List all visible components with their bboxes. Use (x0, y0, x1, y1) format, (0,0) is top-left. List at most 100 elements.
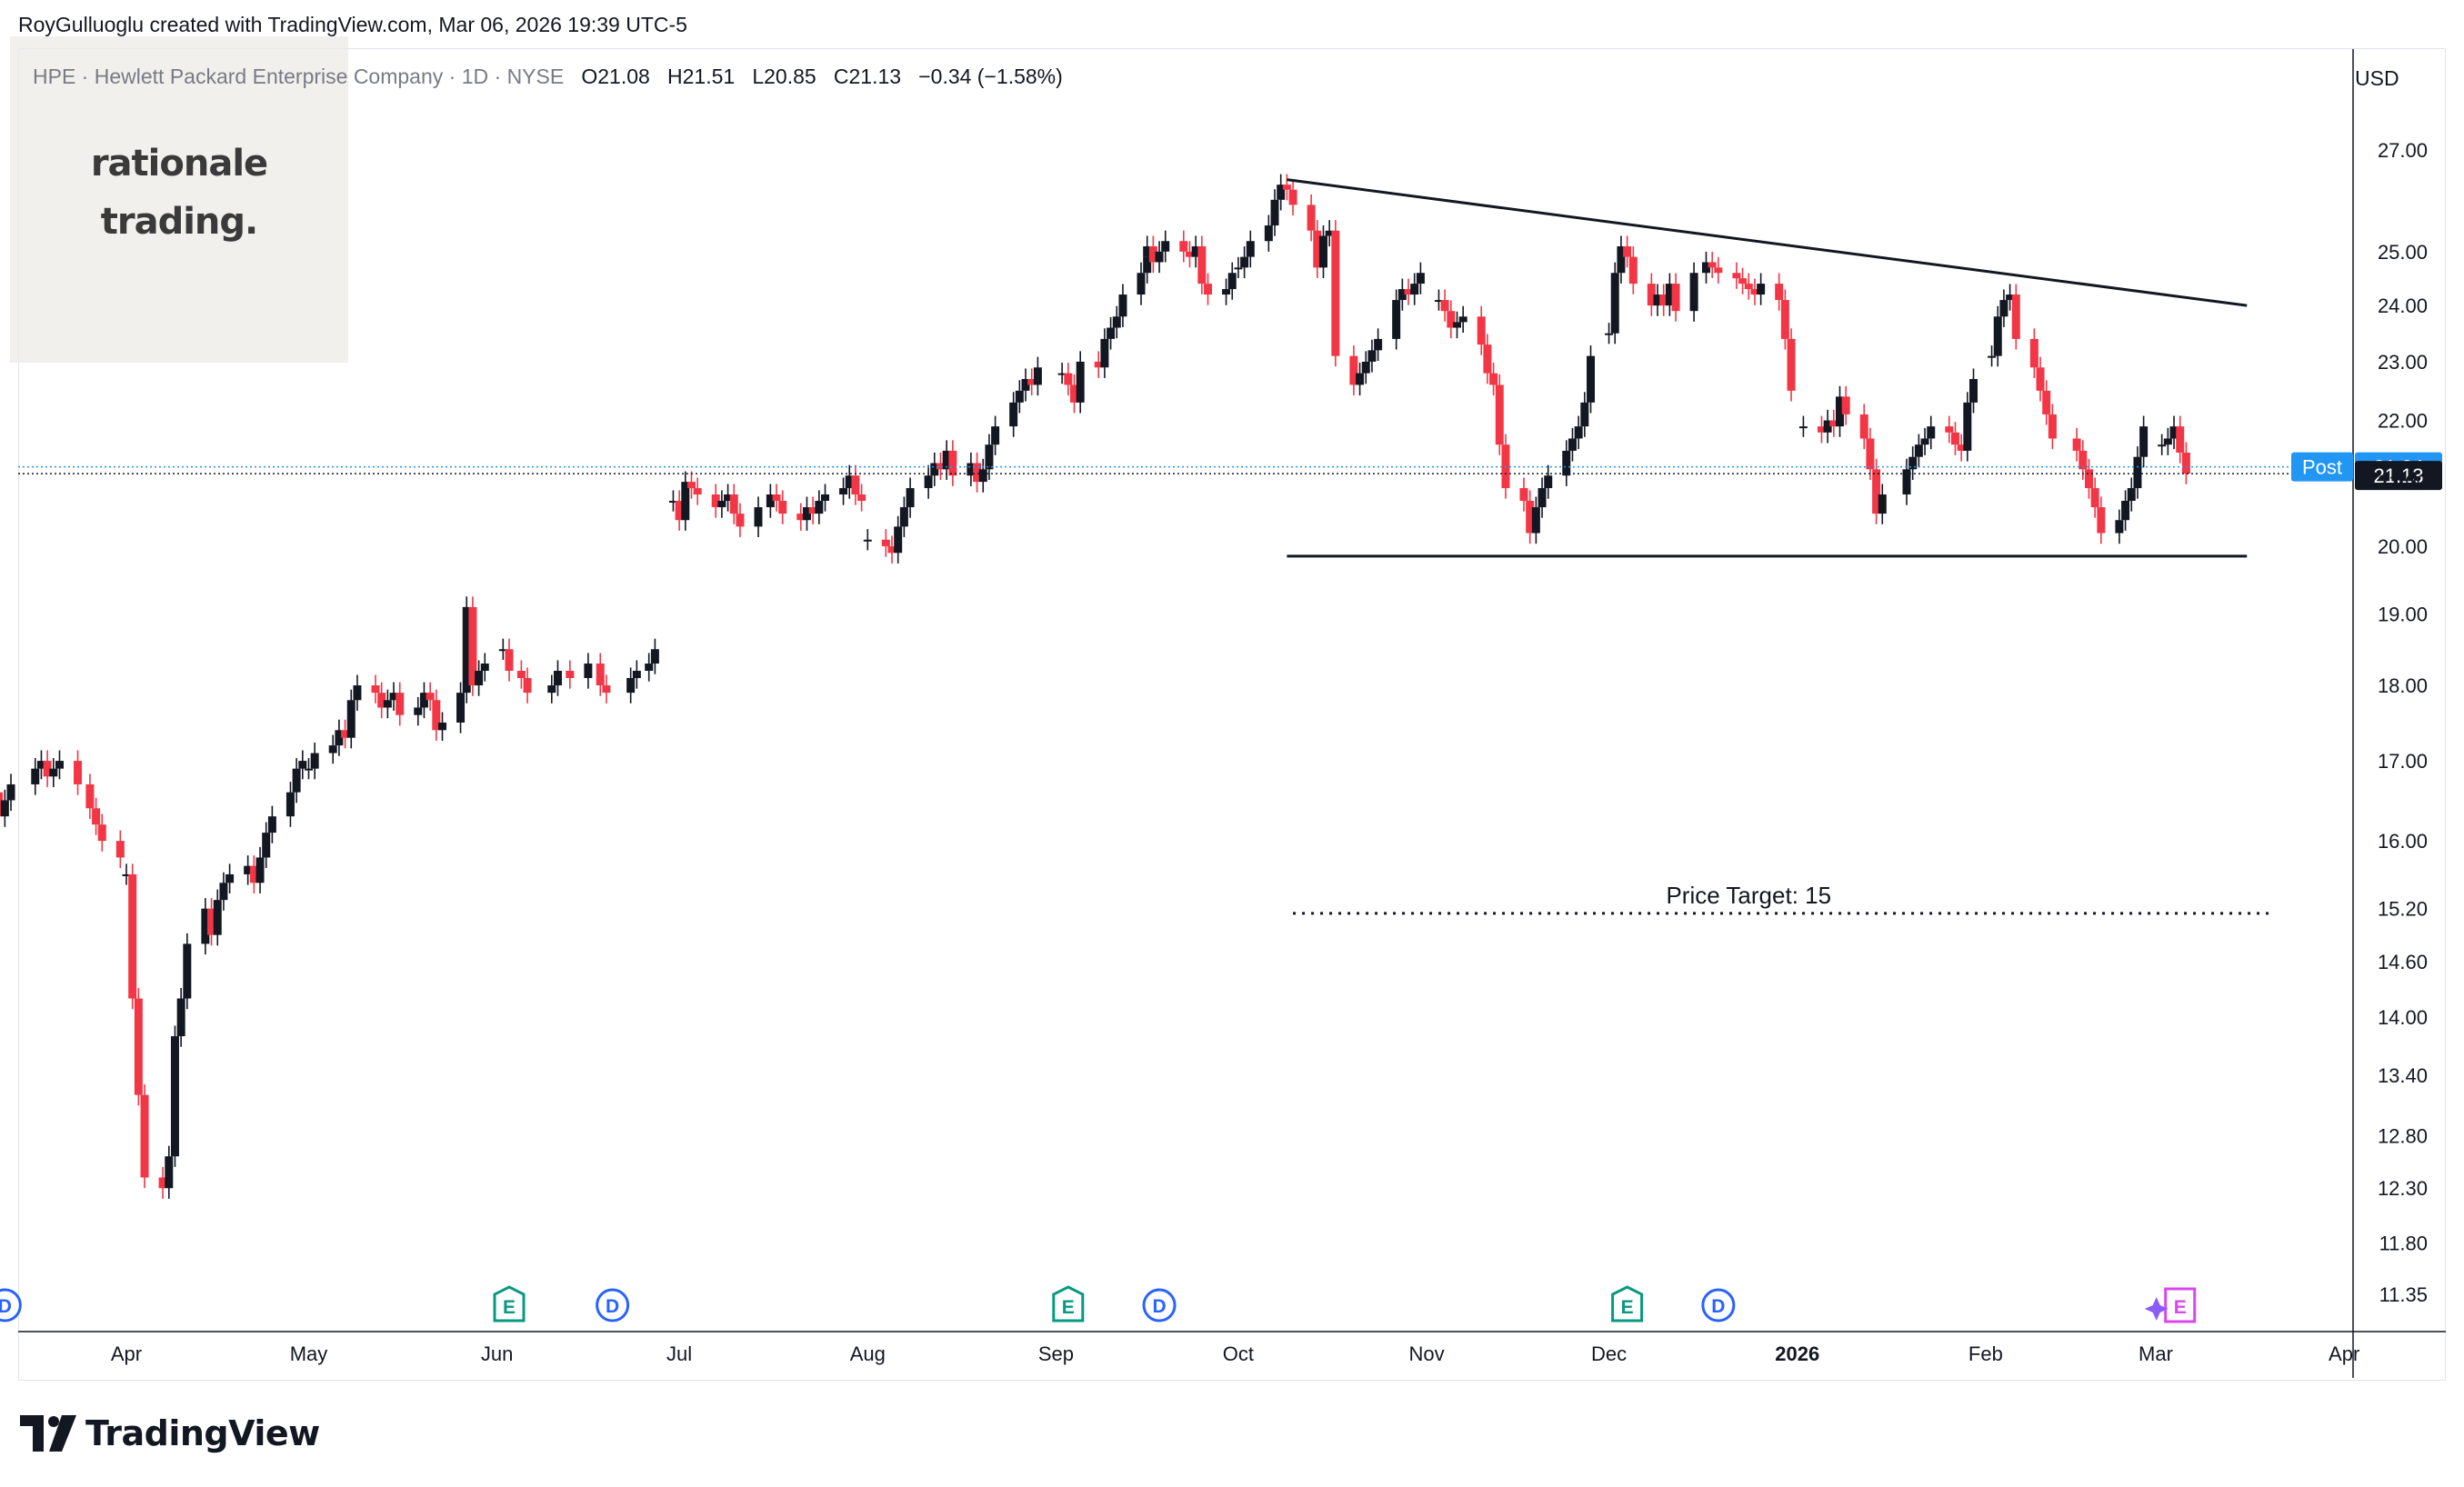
candle-body (778, 501, 787, 514)
candle-body (310, 753, 319, 769)
candle-body (815, 501, 824, 514)
candle-body (1537, 488, 1547, 508)
dividend-circle (1142, 1288, 1177, 1322)
candle-body (711, 494, 720, 508)
candle-body (1277, 185, 1286, 200)
dividend-marker[interactable]: D (596, 1288, 630, 1322)
earnings-marker[interactable]: E (493, 1285, 526, 1322)
earnings-shape (493, 1285, 526, 1322)
candle-body (766, 494, 775, 508)
candle-body (341, 730, 350, 738)
candle-body (55, 761, 64, 769)
dividend-circle (596, 1288, 630, 1322)
candle-body (468, 606, 477, 686)
candle-body (1653, 294, 1662, 306)
watermark-panel (10, 36, 348, 363)
candle-body (1033, 367, 1042, 385)
candle-body (1313, 230, 1322, 268)
candle-body (2072, 438, 2081, 451)
candle-body (432, 700, 441, 731)
candle-body (1325, 230, 1334, 236)
candle-body (335, 730, 344, 746)
candle-body (851, 475, 860, 495)
tradingview-logo[interactable]: TradingView (20, 1412, 320, 1455)
x-tick-label: Mar (2138, 1342, 2173, 1365)
candle-body (2090, 488, 2099, 508)
y-tick-label: 14.60 (2378, 951, 2428, 973)
dividend-marker[interactable]: D (1142, 1288, 1177, 1322)
ohlc-low: L20.85 (752, 65, 816, 88)
candle-body (2036, 367, 2045, 391)
candle-body (602, 685, 611, 694)
dividend-circle (0, 1288, 22, 1322)
candle-body (724, 494, 733, 502)
candle-body (122, 873, 131, 876)
dividend-marker[interactable]: D (0, 1288, 22, 1322)
last-price-value: 21.13 (2373, 464, 2423, 487)
candle-body (626, 677, 636, 694)
x-tick-label: Apr (2329, 1342, 2359, 1365)
earnings-marker[interactable]: E (1611, 1285, 1644, 1322)
candle-body (1780, 300, 1789, 339)
candle-body (1197, 246, 1207, 284)
candle-body (1945, 426, 1954, 433)
x-tick-label: Aug (850, 1342, 886, 1365)
candle-body (2042, 390, 2051, 414)
candle-body (985, 444, 994, 470)
y-tick-label: 12.80 (2378, 1124, 2428, 1147)
candle-body (213, 900, 222, 935)
symbol-interval: 1D (461, 65, 489, 88)
candle-body (219, 883, 228, 901)
candle-body (924, 475, 933, 489)
candle-body (1526, 501, 1535, 534)
candle-body (1914, 444, 1923, 457)
tradingview-mark-icon (20, 1415, 76, 1452)
candle-body (176, 998, 185, 1037)
candle-body (772, 494, 781, 502)
candle-body (1519, 488, 1528, 502)
earnings-marker[interactable]: E (1052, 1285, 1085, 1322)
currency-button[interactable]: USD (2355, 66, 2399, 90)
candle-body (377, 693, 386, 708)
candle-body (92, 808, 101, 825)
candle-body (596, 664, 605, 686)
candle-body (267, 816, 276, 833)
candle-body (2127, 488, 2136, 502)
earnings-marker[interactable]: E (2144, 1287, 2197, 1323)
candle-body (1143, 246, 1152, 257)
y-tick-label: 17.00 (2378, 750, 2428, 773)
symbol-legend[interactable]: HPE · Hewlett Packard Enterprise Company… (33, 65, 1063, 89)
candle-body (717, 501, 726, 508)
candle-body (754, 507, 763, 527)
y-tick-label: 21.00 (2378, 471, 2428, 494)
dividend-letter: D (606, 1296, 619, 1317)
y-tick-label: 12.30 (2378, 1177, 2428, 1200)
dividend-letter: D (1152, 1296, 1166, 1317)
candle-body (1107, 327, 1116, 339)
dividend-marker[interactable]: D (1701, 1288, 1736, 1322)
candle-body (1057, 373, 1067, 375)
candle-body (140, 1094, 149, 1178)
candle-body (1757, 284, 1766, 295)
candle-body (1027, 379, 1037, 385)
separator-dot: · (75, 65, 95, 88)
y-tick-label: 20.00 (2378, 535, 2428, 558)
candle-body (1015, 390, 1024, 403)
candle-body (1823, 420, 1832, 433)
candle-body (2029, 338, 2038, 368)
candle-body (2006, 294, 2015, 301)
candle-body (991, 426, 1000, 445)
y-tick-label: 13.40 (2378, 1064, 2428, 1087)
axis-labels: 27.00 25.00 24.00 23.00 22.00 21.00 20.00 19.00… (111, 139, 2428, 1365)
candle-body (1204, 284, 1213, 295)
candle-body (1841, 396, 1850, 414)
candle-body (973, 463, 982, 483)
candle-body (1665, 284, 1674, 306)
candle-body (1064, 373, 1073, 385)
candle-body (383, 700, 392, 708)
candle-body (285, 792, 295, 817)
candle-body (1829, 420, 1838, 427)
